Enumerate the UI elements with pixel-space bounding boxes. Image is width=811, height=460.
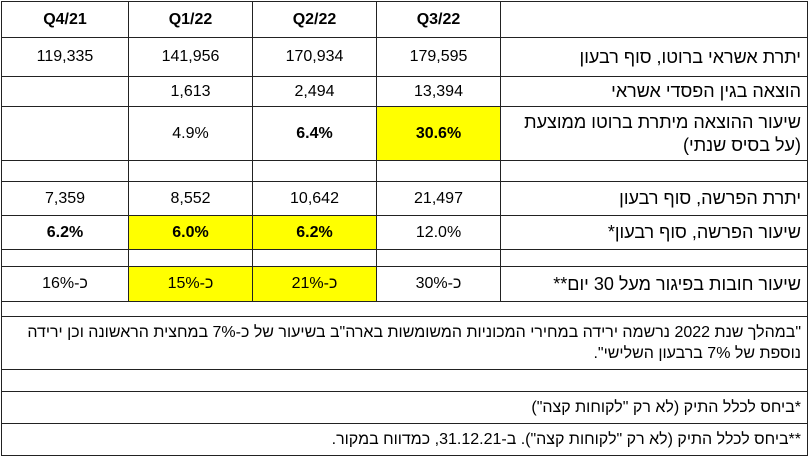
row-expense-rate-q2-22: 6.4%	[253, 107, 377, 161]
row-gross-credit-label: יתרת אשראי ברוטו, סוף רבעון	[501, 38, 808, 77]
row-credit-loss-q3-22: 13,394	[377, 77, 501, 107]
row-expense-rate-label: שיעור ההוצאה מיתרת ברוטו ממוצעת (על בסיס…	[501, 107, 808, 161]
spacer-row-2-label	[501, 250, 808, 267]
row-arrears-q1-22: כ-15%	[129, 267, 253, 302]
quote-note: "במהלך שנת 2022 נרשמה ירידה במחירי המכונ…	[2, 317, 808, 370]
row-provision-rate-q2-22: 6.2%	[253, 216, 377, 250]
spacer-row-3	[2, 302, 808, 317]
row-provision-balance-label: יתרת הפרשה, סוף רבעון	[501, 182, 808, 216]
header-label-blank	[501, 2, 808, 38]
footnote-2: **ביחס לכלל התיק (לא רק "לקוחות קצה"). ב…	[2, 424, 808, 456]
spacer-row-2-q2-22	[253, 250, 377, 267]
row-credit-loss-q4-21	[2, 77, 129, 107]
spacer-row-1-q1-22	[129, 161, 253, 182]
row-credit-loss-q1-22: 1,613	[129, 77, 253, 107]
spacer-row-2-q1-22	[129, 250, 253, 267]
header-q3-22: Q3/22	[377, 2, 501, 38]
spacer-row-1-q3-22	[377, 161, 501, 182]
row-expense-rate-q3-22: 30.6%	[377, 107, 501, 161]
row-gross-credit-q2-22: 170,934	[253, 38, 377, 77]
row-expense-rate-q1-22: 4.9%	[129, 107, 253, 161]
row-provision-balance-q1-22: 8,552	[129, 182, 253, 216]
row-provision-balance-q2-22: 10,642	[253, 182, 377, 216]
row-gross-credit-q4-21: 119,335	[2, 38, 129, 77]
row-credit-loss-label: הוצאה בגין הפסדי אשראי	[501, 77, 808, 107]
row-arrears-label: שיעור חובות בפיגור מעל 30 יום**	[501, 267, 808, 302]
row-arrears-q4-21: כ-16%	[2, 267, 129, 302]
header-q1-22: Q1/22	[129, 2, 253, 38]
row-provision-rate-q4-21: 6.2%	[2, 216, 129, 250]
spacer-row-1-q2-22	[253, 161, 377, 182]
row-provision-balance-q4-21: 7,359	[2, 182, 129, 216]
row-gross-credit-q1-22: 141,956	[129, 38, 253, 77]
row-provision-rate-q1-22: 6.0%	[129, 216, 253, 250]
row-expense-rate-q4-21	[2, 107, 129, 161]
spacer-row-2-q4-21	[2, 250, 129, 267]
spacer-row-2-q3-22	[377, 250, 501, 267]
row-gross-credit-q3-22: 179,595	[377, 38, 501, 77]
row-arrears-q3-22: כ-30%	[377, 267, 501, 302]
row-arrears-q2-22: כ-21%	[253, 267, 377, 302]
footnote-1: *ביחס לכלל התיק (לא רק "לקוחות קצה")	[2, 392, 808, 424]
spacer-row-1-q4-21	[2, 161, 129, 182]
row-credit-loss-q2-22: 2,494	[253, 77, 377, 107]
spacer-row-4	[2, 370, 808, 392]
row-provision-rate-q3-22: 12.0%	[377, 216, 501, 250]
row-provision-balance-q3-22: 21,497	[377, 182, 501, 216]
header-q4-21: Q4/21	[2, 2, 129, 38]
spacer-row-1-label	[501, 161, 808, 182]
header-q2-22: Q2/22	[253, 2, 377, 38]
row-provision-rate-label: שיעור הפרשה, סוף רבעון*	[501, 216, 808, 250]
